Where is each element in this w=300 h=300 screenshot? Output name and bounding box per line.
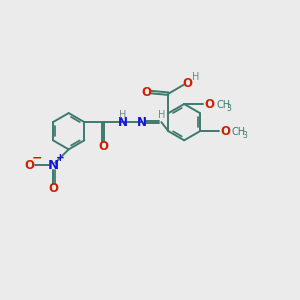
- Text: H: H: [192, 72, 199, 82]
- Text: 3: 3: [242, 131, 247, 140]
- Text: +: +: [56, 153, 64, 163]
- Text: O: O: [182, 77, 193, 90]
- Text: N: N: [47, 158, 58, 172]
- Text: O: O: [98, 140, 108, 153]
- Text: O: O: [205, 98, 215, 110]
- Text: O: O: [220, 125, 230, 138]
- Text: H: H: [158, 110, 166, 120]
- Text: −: −: [32, 152, 43, 165]
- Text: O: O: [141, 85, 151, 99]
- Text: CH: CH: [232, 127, 246, 137]
- Text: CH: CH: [216, 100, 230, 110]
- Text: O: O: [25, 158, 35, 172]
- Text: O: O: [48, 182, 58, 195]
- Text: 3: 3: [226, 104, 231, 113]
- Text: N: N: [137, 116, 147, 129]
- Text: H: H: [119, 110, 127, 120]
- Text: N: N: [118, 116, 128, 129]
